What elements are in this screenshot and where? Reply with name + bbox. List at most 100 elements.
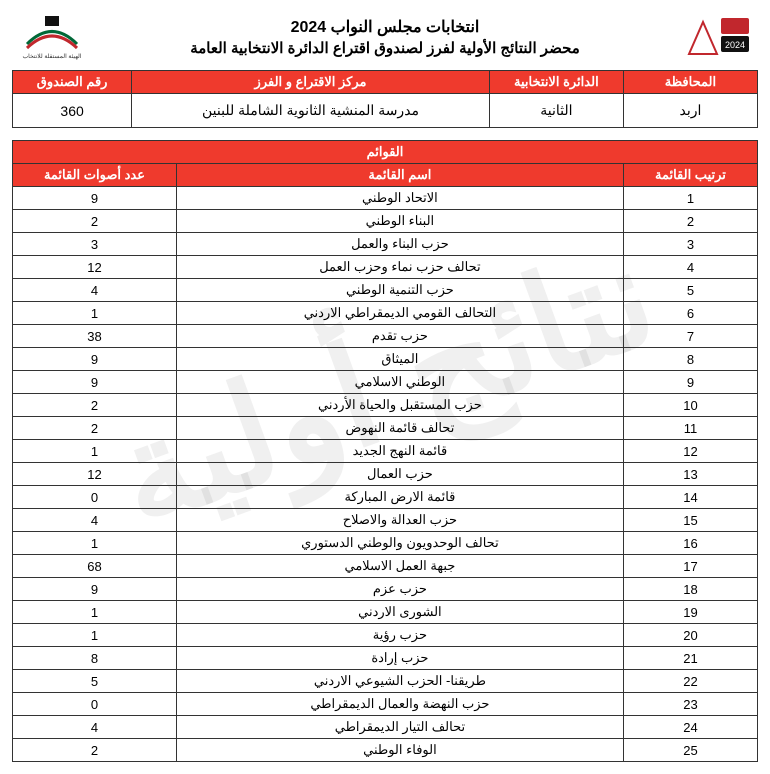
cell-rank: 1 [623, 187, 757, 210]
logo-left: الهيئة المستقلة للانتخاب [12, 12, 92, 62]
cell-rank: 17 [623, 555, 757, 578]
cell-votes: 9 [13, 578, 177, 601]
cell-rank: 18 [623, 578, 757, 601]
logo-right: 2024 [678, 12, 758, 62]
cell-votes: 8 [13, 647, 177, 670]
cell-rank: 10 [623, 394, 757, 417]
info-val-center: مدرسة المنشية الثانوية الشاملة للبنين [132, 94, 490, 128]
cell-votes: 4 [13, 716, 177, 739]
lists-section-title: القوائم [13, 141, 758, 164]
table-row: 9الوطني الاسلامي9 [13, 371, 758, 394]
table-row: 3حزب البناء والعمل3 [13, 233, 758, 256]
cell-name: الوفاء الوطني [176, 739, 623, 762]
cell-name: طريقنا- الحزب الشيوعي الاردني [176, 670, 623, 693]
cell-rank: 14 [623, 486, 757, 509]
cell-name: حزب إرادة [176, 647, 623, 670]
cell-votes: 1 [13, 601, 177, 624]
cell-votes: 0 [13, 693, 177, 716]
table-row: 24تحالف التيار الديمقراطي4 [13, 716, 758, 739]
info-hdr-district: الدائرة الانتخابية [489, 71, 623, 94]
cell-rank: 7 [623, 325, 757, 348]
cell-votes: 1 [13, 440, 177, 463]
cell-rank: 12 [623, 440, 757, 463]
cell-votes: 9 [13, 187, 177, 210]
cell-name: البناء الوطني [176, 210, 623, 233]
cell-rank: 24 [623, 716, 757, 739]
table-row: 25الوفاء الوطني2 [13, 739, 758, 762]
info-hdr-center: مركز الاقتراع و الفرز [132, 71, 490, 94]
table-row: 5حزب التنمية الوطني4 [13, 279, 758, 302]
col-hdr-name: اسم القائمة [176, 164, 623, 187]
cell-name: تحالف قائمة النهوض [176, 417, 623, 440]
cell-name: حزب تقدم [176, 325, 623, 348]
table-row: 20حزب رؤية1 [13, 624, 758, 647]
cell-rank: 13 [623, 463, 757, 486]
cell-rank: 22 [623, 670, 757, 693]
table-row: 11تحالف قائمة النهوض2 [13, 417, 758, 440]
cell-votes: 5 [13, 670, 177, 693]
cell-votes: 4 [13, 279, 177, 302]
cell-name: جبهة العمل الاسلامي [176, 555, 623, 578]
cell-votes: 68 [13, 555, 177, 578]
table-row: 16تحالف الوحدويون والوطني الدستوري1 [13, 532, 758, 555]
info-val-governorate: اربد [623, 94, 757, 128]
cell-rank: 8 [623, 348, 757, 371]
info-val-district: الثانية [489, 94, 623, 128]
cell-name: حزب رؤية [176, 624, 623, 647]
svg-text:2024: 2024 [725, 40, 745, 50]
cell-name: حزب البناء والعمل [176, 233, 623, 256]
cell-name: الوطني الاسلامي [176, 371, 623, 394]
cell-rank: 11 [623, 417, 757, 440]
cell-rank: 23 [623, 693, 757, 716]
cell-rank: 21 [623, 647, 757, 670]
cell-votes: 3 [13, 233, 177, 256]
col-hdr-rank: ترتيب القائمة [623, 164, 757, 187]
cell-name: حزب العدالة والاصلاح [176, 509, 623, 532]
cell-rank: 9 [623, 371, 757, 394]
cell-name: حزب التنمية الوطني [176, 279, 623, 302]
table-row: 6التحالف القومي الديمقراطي الاردني1 [13, 302, 758, 325]
cell-votes: 9 [13, 348, 177, 371]
cell-votes: 0 [13, 486, 177, 509]
cell-votes: 1 [13, 532, 177, 555]
cell-name: حزب المستقبل والحياة الأردني [176, 394, 623, 417]
cell-rank: 20 [623, 624, 757, 647]
cell-votes: 2 [13, 739, 177, 762]
cell-name: تحالف حزب نماء وحزب العمل [176, 256, 623, 279]
results-table: القوائم ترتيب القائمة اسم القائمة عدد أص… [12, 140, 758, 762]
table-row: 14قائمة الارض المباركة0 [13, 486, 758, 509]
cell-rank: 25 [623, 739, 757, 762]
title-block: انتخابات مجلس النواب 2024 محضر النتائج ا… [92, 17, 678, 57]
cell-votes: 2 [13, 417, 177, 440]
table-row: 22طريقنا- الحزب الشيوعي الاردني5 [13, 670, 758, 693]
cell-rank: 19 [623, 601, 757, 624]
table-row: 23حزب النهضة والعمال الديمقراطي0 [13, 693, 758, 716]
table-row: 17جبهة العمل الاسلامي68 [13, 555, 758, 578]
cell-name: حزب النهضة والعمال الديمقراطي [176, 693, 623, 716]
info-hdr-box: رقم الصندوق [13, 71, 132, 94]
table-row: 19الشورى الاردني1 [13, 601, 758, 624]
info-table: المحافظة الدائرة الانتخابية مركز الاقترا… [12, 70, 758, 128]
cell-name: الشورى الاردني [176, 601, 623, 624]
cell-name: تحالف الوحدويون والوطني الدستوري [176, 532, 623, 555]
cell-name: حزب عزم [176, 578, 623, 601]
table-row: 18حزب عزم9 [13, 578, 758, 601]
cell-votes: 4 [13, 509, 177, 532]
cell-name: الاتحاد الوطني [176, 187, 623, 210]
table-row: 1الاتحاد الوطني9 [13, 187, 758, 210]
cell-name: تحالف التيار الديمقراطي [176, 716, 623, 739]
cell-name: قائمة الارض المباركة [176, 486, 623, 509]
cell-rank: 3 [623, 233, 757, 256]
cell-votes: 38 [13, 325, 177, 348]
cell-votes: 1 [13, 624, 177, 647]
cell-rank: 15 [623, 509, 757, 532]
cell-name: الميثاق [176, 348, 623, 371]
cell-rank: 6 [623, 302, 757, 325]
table-row: 10حزب المستقبل والحياة الأردني2 [13, 394, 758, 417]
cell-name: التحالف القومي الديمقراطي الاردني [176, 302, 623, 325]
cell-votes: 12 [13, 256, 177, 279]
table-row: 2البناء الوطني2 [13, 210, 758, 233]
table-row: 7حزب تقدم38 [13, 325, 758, 348]
cell-rank: 5 [623, 279, 757, 302]
info-hdr-governorate: المحافظة [623, 71, 757, 94]
